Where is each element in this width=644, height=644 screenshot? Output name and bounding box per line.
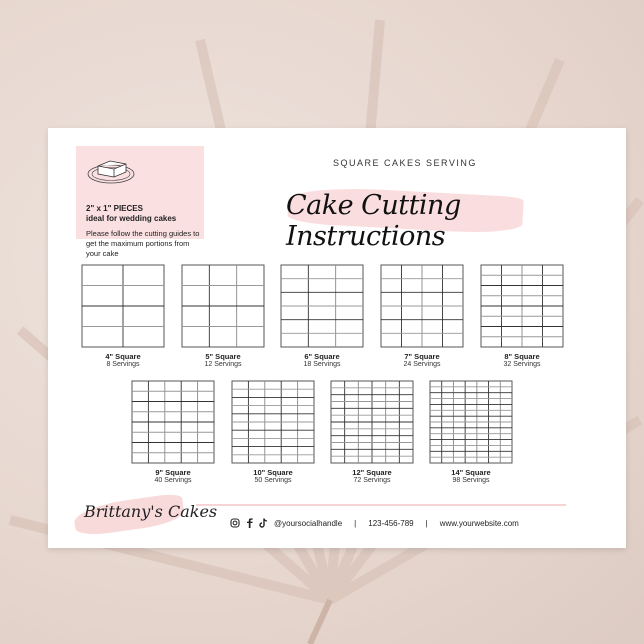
cutting-grid xyxy=(81,264,165,348)
cutting-guide-card: 2" x 1" PIECES ideal for wedding cakes P… xyxy=(48,128,626,548)
grid-servings-label: 40 Servings xyxy=(154,477,192,484)
info-text: Please follow the cutting guides to get … xyxy=(86,229,200,258)
cake-grid-1: 4" Square 8 Servings xyxy=(81,264,165,368)
divider xyxy=(196,504,566,506)
cutting-grid xyxy=(429,380,513,464)
instagram-icon[interactable] xyxy=(230,518,240,528)
grid-size-label: 8" Square xyxy=(504,352,540,361)
grid-servings-label: 32 Servings xyxy=(503,361,541,368)
cake-grid-8: 12" Square 72 Servings xyxy=(330,380,414,484)
grid-servings-label: 50 Servings xyxy=(254,477,292,484)
cutting-grid xyxy=(380,264,464,348)
website-link[interactable]: www.yourwebsite.com xyxy=(439,518,519,528)
cutting-grid xyxy=(330,380,414,464)
grid-size-label: 14" Square xyxy=(451,468,491,477)
cutting-grid xyxy=(181,264,265,348)
grid-servings-label: 18 Servings xyxy=(303,361,341,368)
cutting-grid xyxy=(480,264,564,348)
cake-grid-2: 5" Square 12 Servings xyxy=(181,264,265,368)
brand-logo: Brittany's Cakes xyxy=(84,502,218,521)
cake-slice-icon xyxy=(87,160,135,184)
grid-size-label: 7" Square xyxy=(404,352,440,361)
social-handle[interactable]: @yoursocialhandle xyxy=(274,518,343,528)
facebook-icon[interactable] xyxy=(246,518,253,528)
cutting-grid xyxy=(280,264,364,348)
grid-servings-label: 98 Servings xyxy=(452,477,490,484)
info-box: 2" x 1" PIECES ideal for wedding cakes P… xyxy=(76,146,204,258)
separator: | xyxy=(354,518,357,528)
page-title: Cake Cutting Instructions xyxy=(286,190,461,252)
cake-grid-6: 9" Square 40 Servings xyxy=(131,380,215,484)
grid-size-label: 4" Square xyxy=(105,352,141,361)
grid-size-label: 9" Square xyxy=(155,468,191,477)
tiktok-icon[interactable] xyxy=(259,518,268,528)
grid-servings-label: 8 Servings xyxy=(106,361,140,368)
cake-grid-3: 6" Square 18 Servings xyxy=(280,264,364,368)
phone-number[interactable]: 123-456-789 xyxy=(368,518,414,528)
cake-grid-9: 14" Square 98 Servings xyxy=(429,380,513,484)
piece-size-heading: 2" x 1" PIECES ideal for wedding cakes xyxy=(86,204,176,224)
contact-bar: @yoursocialhandle | 123-456-789 | www.yo… xyxy=(230,518,519,528)
grid-servings-label: 72 Servings xyxy=(353,477,391,484)
piece-size: 2" x 1" PIECES xyxy=(86,204,143,213)
subtitle: SQUARE CAKES SERVING xyxy=(333,158,477,168)
cutting-grid xyxy=(231,380,315,464)
grid-servings-label: 12 Servings xyxy=(204,361,242,368)
separator: | xyxy=(425,518,428,528)
grid-servings-label: 24 Servings xyxy=(403,361,441,368)
cake-grid-5: 8" Square 32 Servings xyxy=(480,264,564,368)
cake-grid-7: 10" Square 50 Servings xyxy=(231,380,315,484)
piece-purpose: ideal for wedding cakes xyxy=(86,214,177,223)
grid-size-label: 6" Square xyxy=(304,352,340,361)
grid-size-label: 5" Square xyxy=(205,352,241,361)
cake-grid-4: 7" Square 24 Servings xyxy=(380,264,464,368)
cutting-grid xyxy=(131,380,215,464)
grid-size-label: 12" Square xyxy=(352,468,392,477)
grid-size-label: 10" Square xyxy=(253,468,293,477)
